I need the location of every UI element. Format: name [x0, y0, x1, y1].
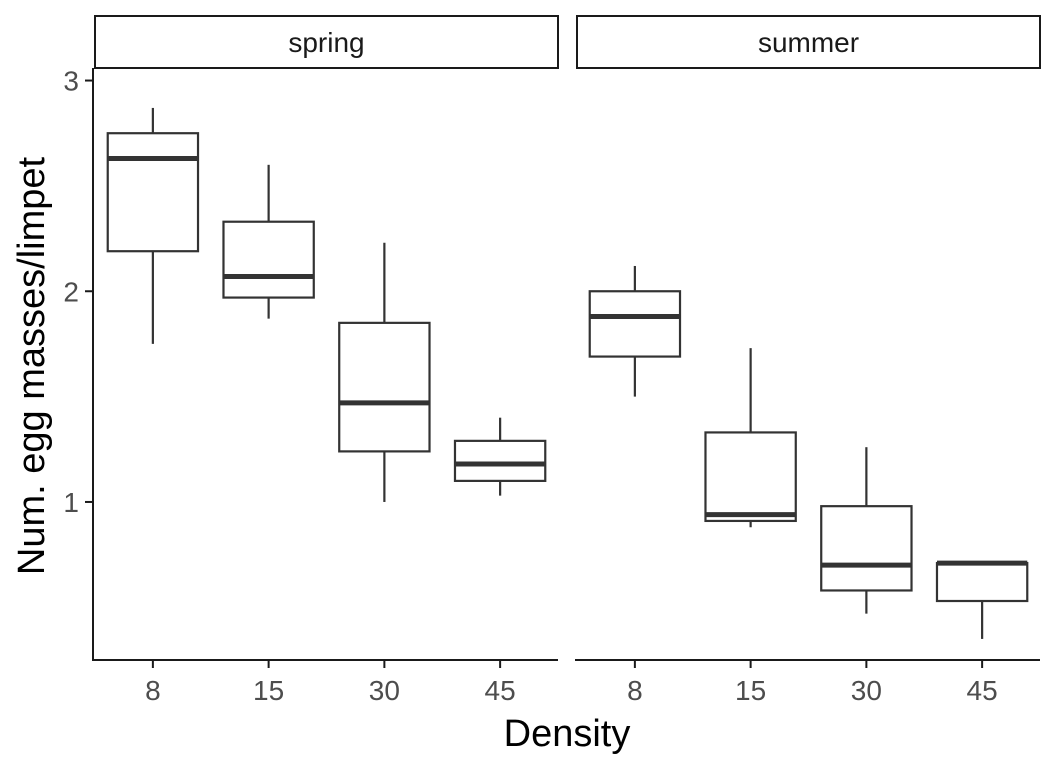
- x-tick-label: 30: [851, 675, 882, 706]
- y-axis-title: Num. egg masses/limpet: [11, 156, 53, 575]
- y-axis: 1 2 3: [63, 66, 94, 661]
- box-iqr: [588, 290, 682, 358]
- box-iqr: [704, 431, 797, 523]
- facet-strip-label: summer: [758, 27, 859, 58]
- box-iqr: [453, 439, 547, 482]
- x-tick-label: 45: [485, 675, 516, 706]
- box-summer-8: [588, 265, 682, 397]
- x-tick-label: 30: [369, 675, 400, 706]
- facet-panel-spring: spring 8 15 30 45: [93, 15, 559, 706]
- x-axis-title: Density: [504, 713, 631, 755]
- box-summer-45: [935, 560, 1029, 639]
- box-iqr: [935, 561, 1029, 603]
- box-summer-15: [704, 348, 797, 528]
- box-spring-30: [338, 242, 431, 502]
- facet-strip-label: spring: [288, 27, 364, 58]
- box-iqr: [820, 505, 913, 592]
- box-summer-30: [820, 447, 913, 614]
- facet-panels: spring 8 15 30 45 summer 8 15 30 45: [93, 15, 1041, 706]
- box-spring-15: [222, 164, 315, 319]
- box-spring-8: [106, 107, 200, 344]
- y-tick-label: 1: [63, 487, 79, 518]
- x-tick-label: 8: [145, 675, 161, 706]
- x-tick-label: 15: [735, 675, 766, 706]
- x-tick-label: 45: [967, 675, 998, 706]
- y-tick-label: 2: [63, 276, 79, 307]
- facet-strip: [576, 15, 1041, 69]
- box-spring-45: [453, 417, 547, 496]
- x-tick-label: 8: [627, 675, 643, 706]
- box-iqr: [106, 132, 200, 253]
- facet-panel-summer: summer 8 15 30 45: [575, 15, 1041, 706]
- facet-strip: [94, 15, 559, 69]
- x-tick-label: 15: [253, 675, 284, 706]
- box-iqr: [338, 321, 431, 453]
- y-tick-label: 3: [63, 66, 79, 97]
- box-iqr: [222, 220, 315, 299]
